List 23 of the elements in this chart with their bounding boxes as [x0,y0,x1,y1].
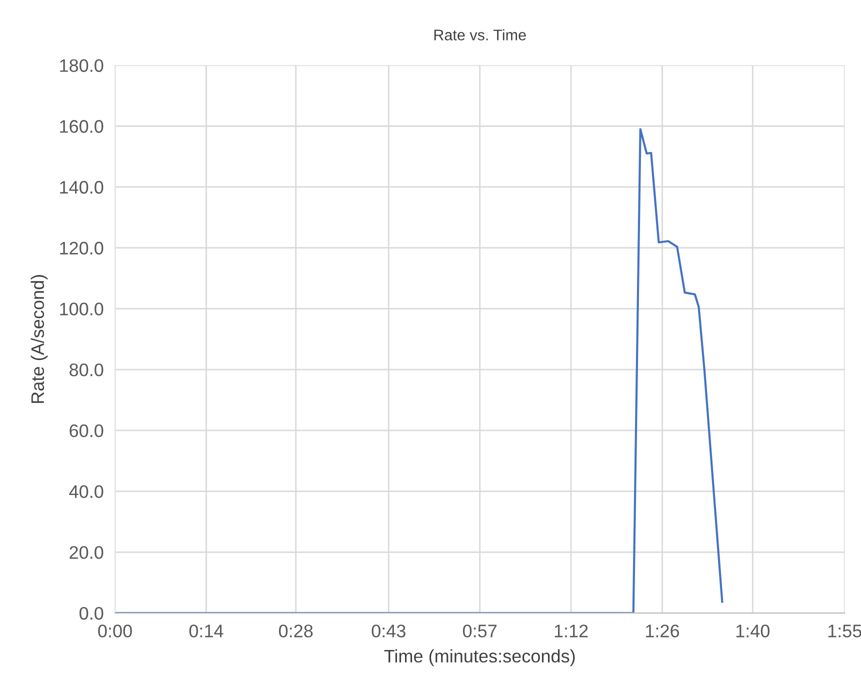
y-tick-label: 100.0 [60,302,104,316]
y-tick-label: 120.0 [60,242,104,255]
y-tick-label: 20.0 [70,546,104,559]
y-tick-label: 40.0 [69,485,104,498]
x-tick-label: 0:00 [98,624,132,638]
x-tick-label: 1:55 [828,624,861,638]
x-tick-label: 0:43 [372,624,406,638]
chart-title: Rate vs. Time [434,29,526,40]
x-tick-label: 0:57 [462,624,496,638]
x-tick-label: 1:26 [646,624,680,638]
x-tick-label: 0:28 [278,624,313,638]
y-axis-title: Rate (A/second) [30,275,48,403]
y-tick-label: 60.0 [70,424,104,438]
y-tick-label: 80.0 [70,364,104,376]
x-tick-label: 0:14 [189,624,224,638]
y-tick-label: 140.0 [60,180,104,194]
line-series [115,128,724,614]
x-tick-label: 1:40 [736,624,770,638]
y-tick-label: 160.0 [60,120,104,133]
y-tick-label: 0.0 [80,606,104,620]
x-tick-label: 1:12 [554,624,588,638]
y-tick-label: 180.0 [60,59,104,72]
x-axis-title: Time (minutes:seconds) [384,649,575,666]
